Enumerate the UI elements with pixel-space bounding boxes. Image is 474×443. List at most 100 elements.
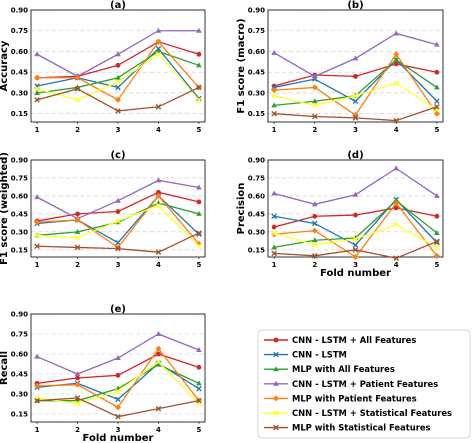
data-point bbox=[352, 247, 359, 253]
x-tick-label: 1 bbox=[272, 261, 277, 269]
data-point bbox=[34, 97, 40, 103]
y-tick-label: 0.15 bbox=[11, 110, 28, 118]
data-point bbox=[434, 213, 440, 219]
y-tick-label: 0.60 bbox=[11, 351, 28, 359]
data-point bbox=[34, 232, 40, 239]
data-point bbox=[115, 74, 121, 80]
data-point bbox=[434, 192, 440, 198]
x-tick-label: 5 bbox=[196, 126, 201, 134]
legend-box bbox=[257, 329, 471, 439]
data-point bbox=[74, 228, 81, 234]
data-point bbox=[434, 244, 440, 251]
data-point bbox=[115, 84, 121, 91]
y-tick-label: 0.15 bbox=[11, 411, 28, 419]
data-point bbox=[155, 38, 162, 45]
y-tick-label: 0.75 bbox=[248, 27, 265, 35]
data-point bbox=[115, 388, 121, 395]
data-point bbox=[115, 96, 121, 103]
axes-frame bbox=[267, 159, 444, 258]
data-point bbox=[352, 98, 359, 105]
y-tick-label: 0.60 bbox=[11, 192, 28, 200]
data-point bbox=[155, 359, 162, 365]
data-point bbox=[196, 97, 202, 103]
x-axis-label: Fold number bbox=[320, 268, 391, 279]
data-point bbox=[352, 92, 359, 99]
data-point bbox=[196, 184, 202, 190]
data-point bbox=[311, 227, 318, 234]
data-point bbox=[74, 244, 81, 251]
x-axis-label: Fold number bbox=[83, 433, 154, 443]
subplot-title: (e) bbox=[110, 304, 126, 315]
y-axis-label: Recall bbox=[0, 351, 10, 385]
data-point bbox=[74, 86, 81, 92]
data-point bbox=[196, 380, 202, 386]
x-tick-label: 2 bbox=[75, 261, 80, 269]
data-point bbox=[311, 84, 318, 91]
x-tick-label: 5 bbox=[196, 261, 201, 269]
axes-frame bbox=[30, 313, 206, 423]
data-point bbox=[196, 364, 202, 370]
subplot-1: 0.15 0.30 0.45 0.60 0.75 0.90 1 2 3 4 5 (a) Accuracy bbox=[0, 0, 206, 134]
data-point bbox=[115, 218, 121, 224]
data-point bbox=[196, 385, 202, 392]
x-tick-label: 4 bbox=[156, 426, 161, 434]
y-tick-label: 0.60 bbox=[248, 192, 265, 200]
legend-marker bbox=[273, 410, 279, 416]
data-point bbox=[155, 331, 162, 336]
data-point bbox=[75, 211, 80, 217]
data-point bbox=[271, 110, 277, 117]
data-point bbox=[115, 355, 121, 360]
y-tick-label: 0.30 bbox=[248, 89, 265, 97]
series-line-1 bbox=[36, 191, 200, 222]
x-tick-label: 4 bbox=[156, 261, 161, 269]
data-point bbox=[433, 110, 440, 117]
y-tick-label: 0.30 bbox=[11, 89, 28, 97]
data-point bbox=[352, 115, 359, 121]
data-point bbox=[271, 49, 277, 55]
y-tick-label: 0.60 bbox=[11, 48, 28, 56]
data-point bbox=[196, 347, 202, 352]
y-tick-label: 0.45 bbox=[248, 210, 265, 218]
axes-frame bbox=[30, 159, 206, 258]
data-point bbox=[353, 212, 358, 218]
data-point bbox=[312, 73, 318, 79]
data-point bbox=[115, 79, 121, 85]
data-point bbox=[74, 235, 81, 241]
data-point bbox=[352, 254, 359, 260]
series-line-5 bbox=[37, 40, 200, 101]
data-point bbox=[312, 220, 318, 227]
data-point bbox=[196, 230, 202, 236]
y-axis-label: Precision bbox=[236, 183, 247, 235]
subplot-title: (a) bbox=[110, 0, 126, 11]
legend-label: CNN - LSTM + Statistical Features bbox=[292, 408, 452, 418]
data-point bbox=[75, 375, 80, 381]
x-tick-label: 3 bbox=[116, 426, 121, 434]
y-tick-label: 0.90 bbox=[11, 7, 28, 15]
data-point bbox=[34, 397, 40, 404]
axes-frame bbox=[267, 9, 444, 123]
subplot-title: (b) bbox=[347, 0, 363, 11]
data-point bbox=[393, 117, 399, 124]
legend: CNN - LSTM + All Features CNN - LSTM MLP w… bbox=[257, 329, 471, 439]
data-point bbox=[352, 191, 359, 197]
y-tick-label: 0.90 bbox=[248, 7, 265, 15]
data-point bbox=[115, 62, 121, 68]
data-point bbox=[393, 51, 400, 58]
data-point bbox=[155, 361, 162, 367]
data-point bbox=[312, 98, 318, 104]
data-point bbox=[196, 95, 202, 102]
data-point bbox=[115, 245, 121, 252]
series-line-5 bbox=[274, 53, 438, 116]
data-point bbox=[271, 231, 278, 238]
data-point bbox=[155, 27, 162, 33]
legend-label: CNN - LSTM bbox=[292, 350, 347, 360]
data-point bbox=[74, 216, 81, 223]
data-point bbox=[433, 252, 440, 259]
y-tick-label: 0.90 bbox=[11, 157, 28, 165]
data-point bbox=[352, 55, 359, 61]
data-point bbox=[312, 113, 318, 120]
y-tick-label: 0.30 bbox=[248, 228, 265, 236]
legend-label: MLP with Statistical Features bbox=[292, 423, 431, 433]
x-tick-label: 5 bbox=[434, 261, 439, 269]
y-tick-label: 0.60 bbox=[248, 48, 265, 56]
